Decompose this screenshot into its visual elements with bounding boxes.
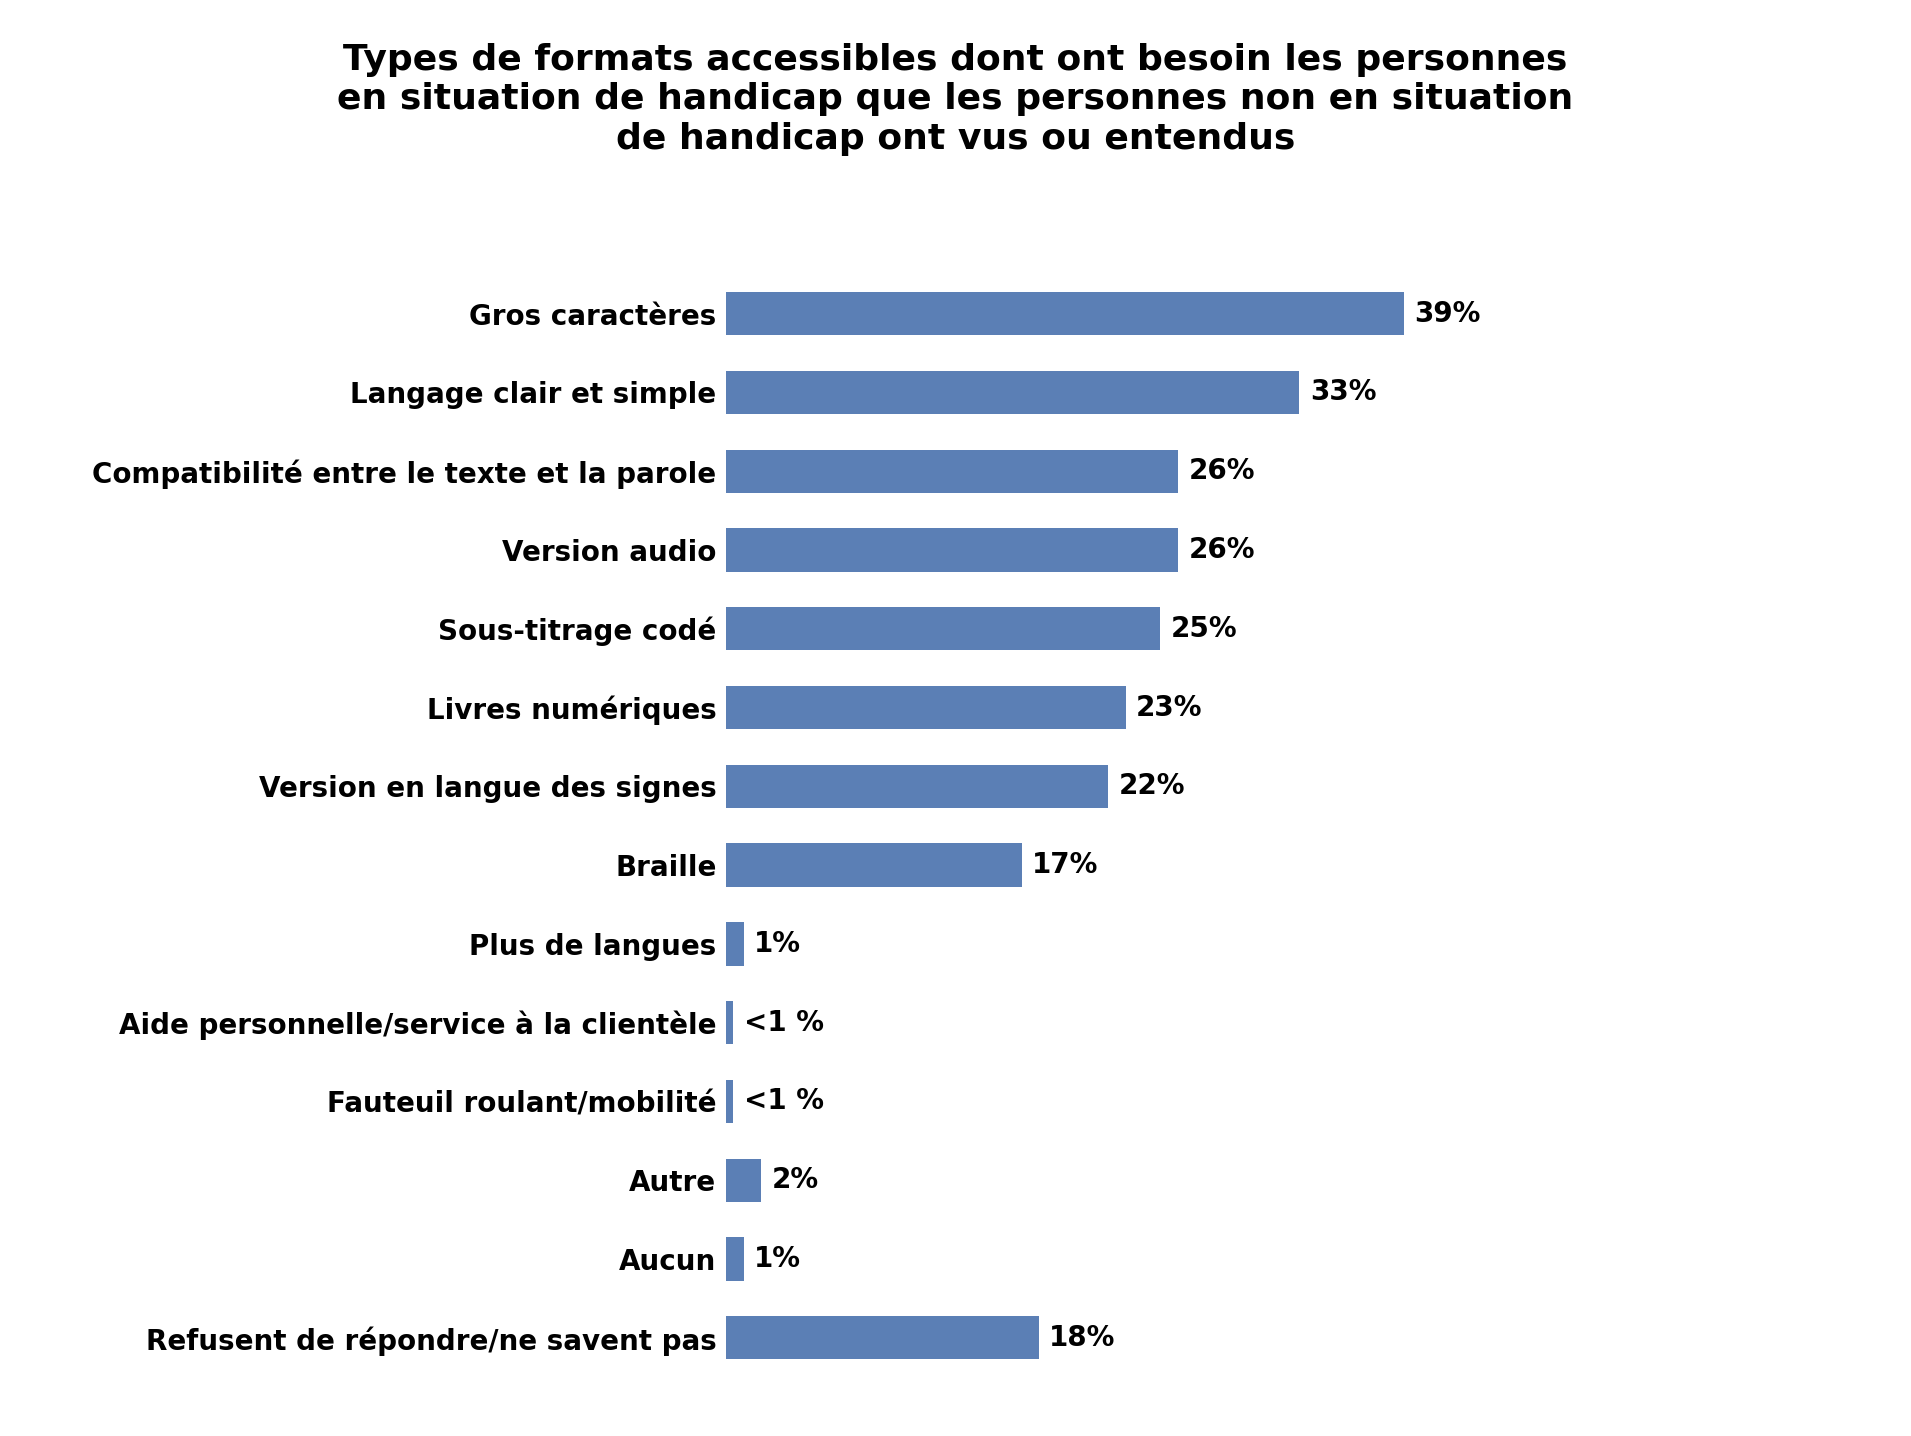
Bar bbox=[726, 370, 1299, 414]
Text: 23%: 23% bbox=[1137, 694, 1202, 721]
Bar bbox=[726, 922, 743, 965]
Text: 1%: 1% bbox=[755, 1245, 801, 1272]
Text: <1 %: <1 % bbox=[743, 1008, 824, 1037]
Bar bbox=[726, 528, 1177, 572]
Bar bbox=[726, 1080, 734, 1123]
Bar bbox=[726, 607, 1160, 651]
Text: <1 %: <1 % bbox=[743, 1087, 824, 1116]
Text: 2%: 2% bbox=[772, 1166, 818, 1195]
Text: 22%: 22% bbox=[1118, 773, 1185, 800]
Text: 17%: 17% bbox=[1032, 852, 1099, 879]
Text: 26%: 26% bbox=[1189, 457, 1256, 485]
Bar bbox=[726, 1238, 743, 1281]
Bar bbox=[726, 292, 1405, 335]
Text: Types de formats accessibles dont ont besoin les personnes
en situation de handi: Types de formats accessibles dont ont be… bbox=[338, 43, 1573, 157]
Bar bbox=[726, 1159, 761, 1202]
Bar bbox=[726, 449, 1177, 493]
Text: 25%: 25% bbox=[1171, 615, 1238, 643]
Bar bbox=[726, 843, 1022, 887]
Text: 33%: 33% bbox=[1309, 379, 1376, 406]
Bar bbox=[726, 686, 1126, 729]
Text: 1%: 1% bbox=[755, 931, 801, 958]
Text: 18%: 18% bbox=[1049, 1324, 1116, 1351]
Bar bbox=[726, 764, 1108, 808]
Text: 26%: 26% bbox=[1189, 536, 1256, 564]
Bar bbox=[726, 1317, 1040, 1360]
Bar bbox=[726, 1001, 734, 1044]
Text: 39%: 39% bbox=[1414, 300, 1481, 327]
